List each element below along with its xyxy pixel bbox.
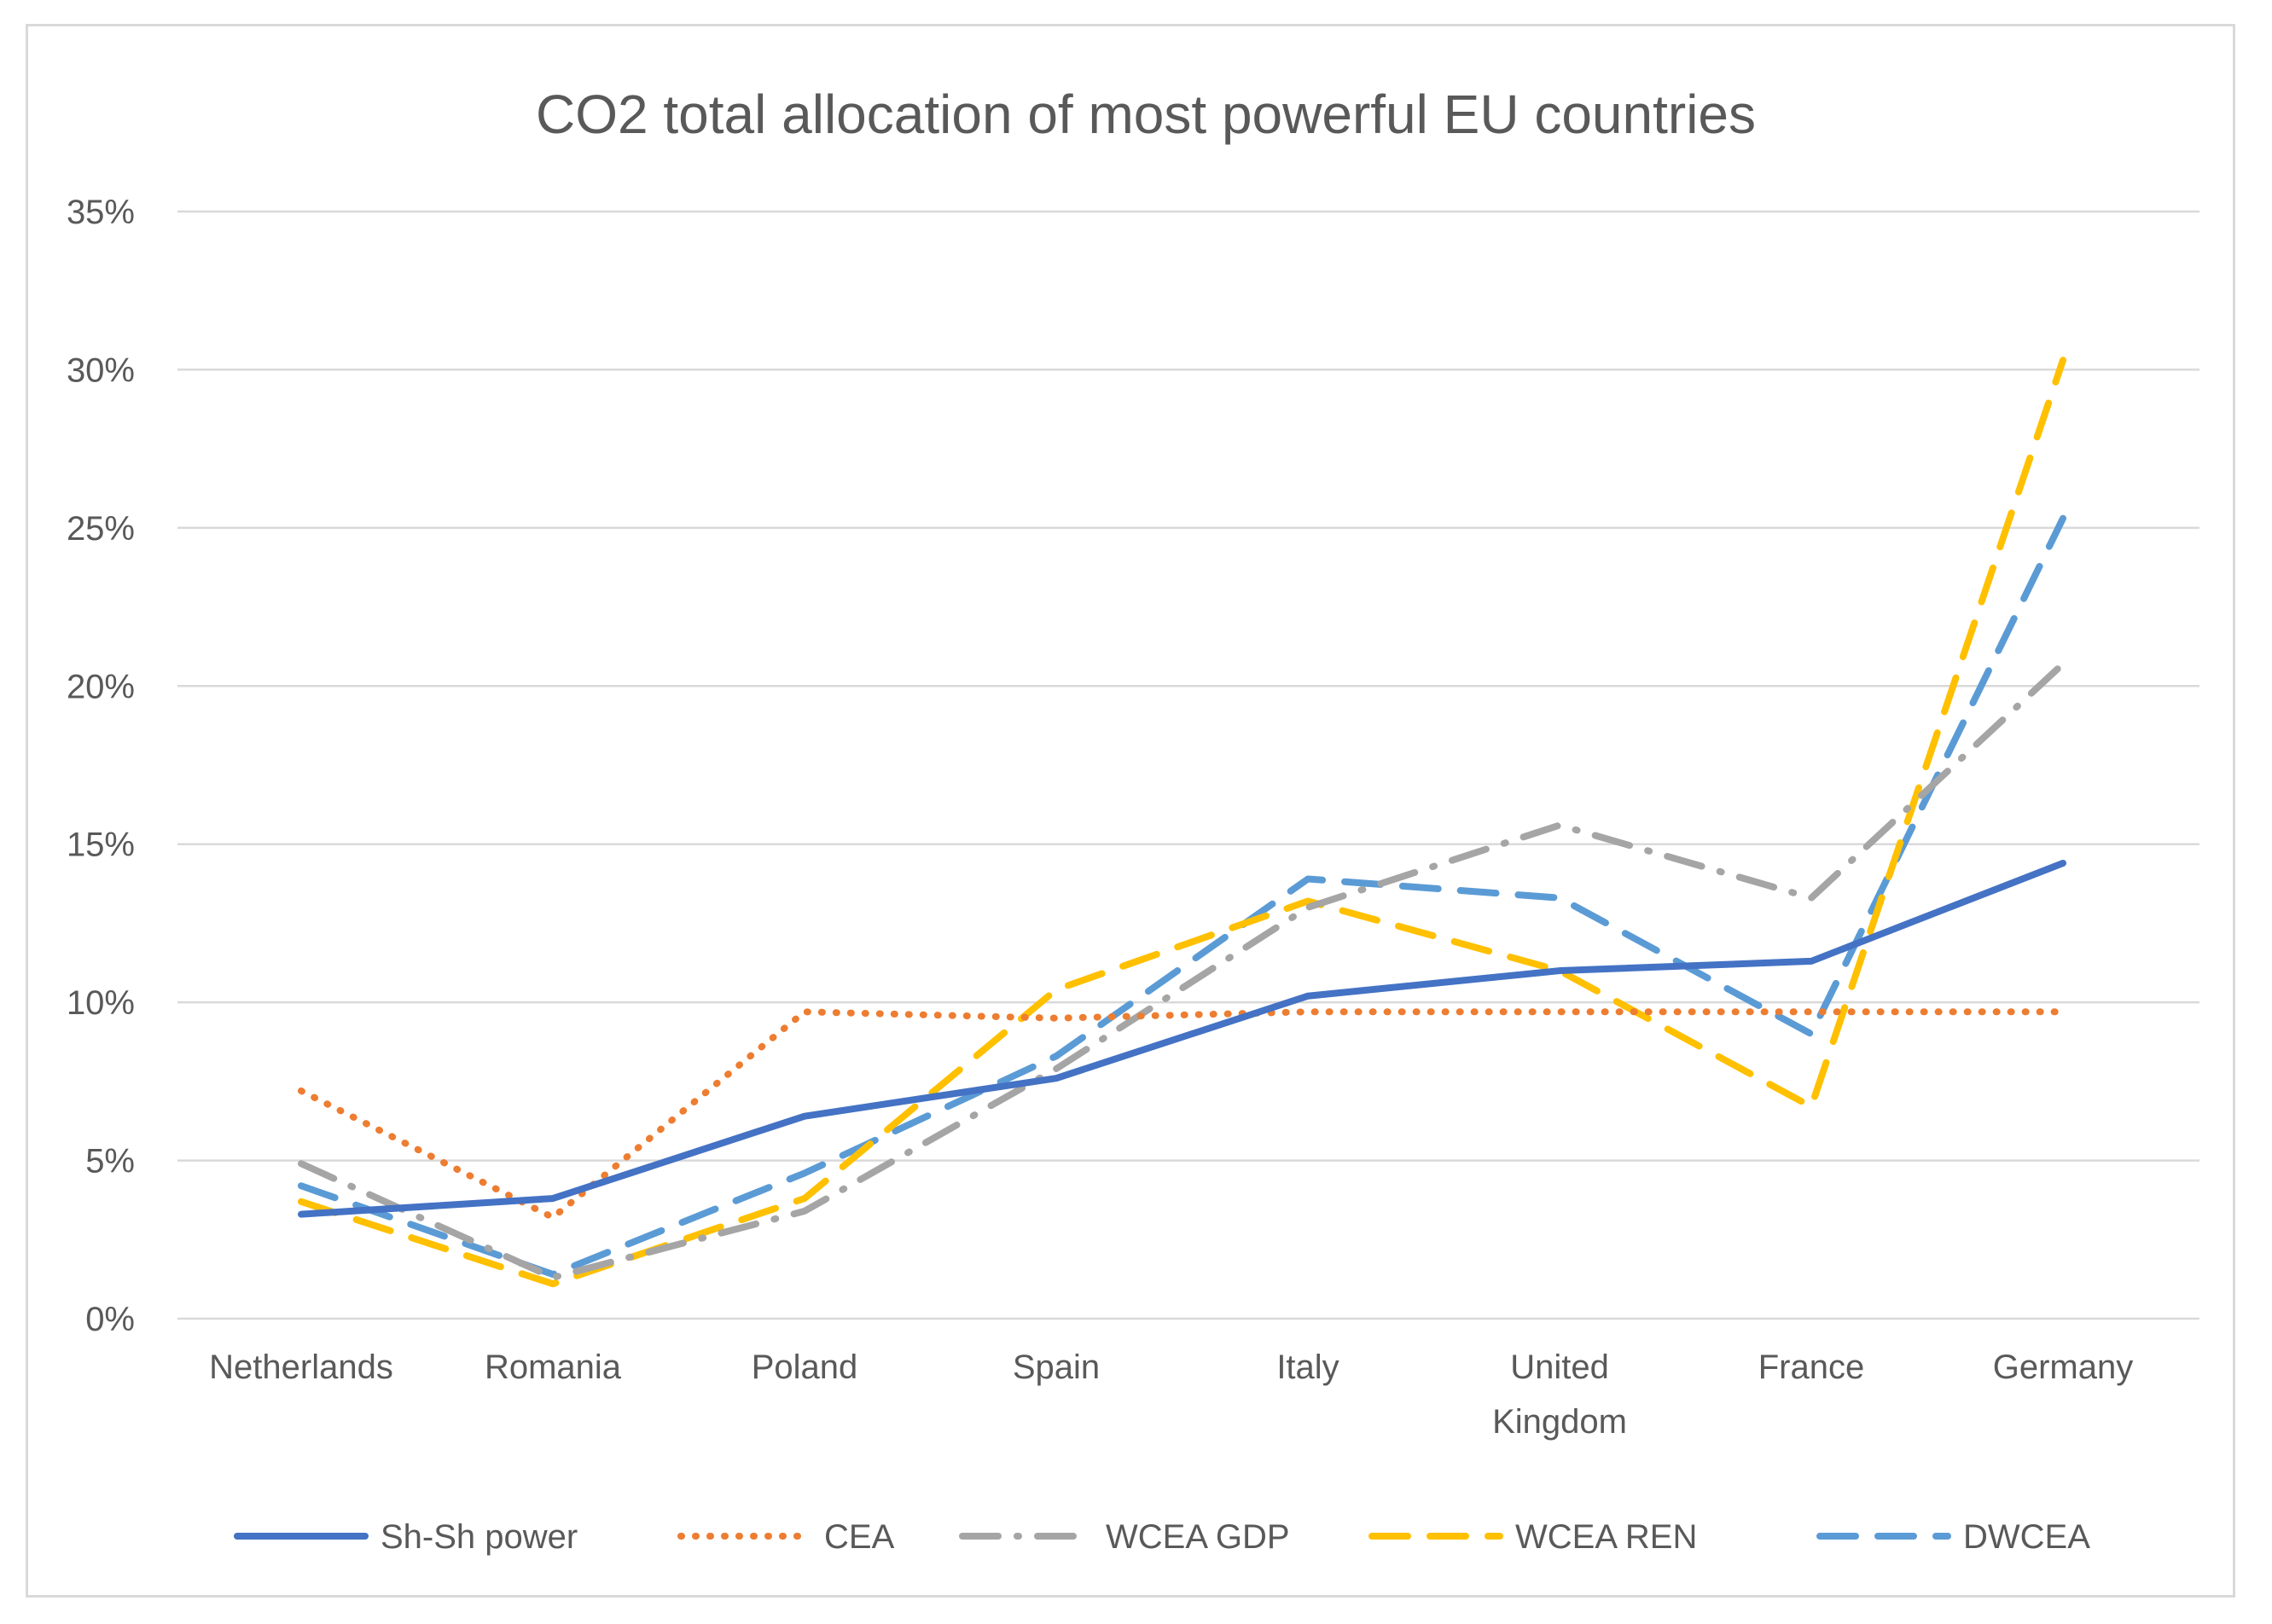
chart-frame: CO2 total allocation of most powerful EU… [26,24,2235,1598]
y-tick-label: 30% [67,351,135,389]
y-tick-label: 10% [67,984,135,1022]
legend: Sh-Sh power CEA WCEA GDP WCEA REN DWCEA [234,1518,2090,1556]
line-chart: CO2 total allocation of most powerful EU… [67,84,2199,1556]
series-lines [298,357,2066,1288]
x-tick-label: United Kingdom [1492,1348,1627,1441]
series-line-dwcea [298,514,2066,1279]
legend-label: DWCEA [1963,1518,2090,1556]
series-line-cea [298,1008,2066,1221]
legend-label: WCEA REN [1515,1518,1697,1556]
y-axis-ticks: 0% 5% 10% 15% 20% 25% 30% 35% [67,194,135,1338]
legend-label: WCEA GDP [1106,1518,1290,1556]
y-tick-label: 15% [67,826,135,864]
y-tick-label: 35% [67,194,135,231]
series-line-wcea-gdp [298,660,2066,1281]
x-tick-label: Spain [1013,1348,1100,1386]
y-tick-label: 0% [85,1301,135,1338]
x-tick-label: Italy [1276,1348,1339,1386]
y-tick-label: 25% [67,510,135,548]
gridlines [177,210,2199,1320]
y-tick-label: 5% [85,1143,135,1180]
legend-label: CEA [824,1518,895,1556]
legend-label: Sh-Sh power [381,1518,578,1556]
x-tick-label: Poland [752,1348,858,1386]
x-tick-label: Netherlands [209,1348,393,1386]
x-tick-label: France [1758,1348,1865,1386]
series-line-wcea-ren [298,357,2066,1288]
x-axis-ticks: Netherlands Romania Poland Spain Italy United… [209,1348,2133,1441]
y-tick-label: 20% [67,668,135,705]
series-line-sh-sh-power [298,859,2066,1218]
x-tick-label: Germany [1993,1348,2134,1386]
chart-title: CO2 total allocation of most powerful EU… [536,84,1756,145]
x-tick-label: Romania [485,1348,622,1386]
